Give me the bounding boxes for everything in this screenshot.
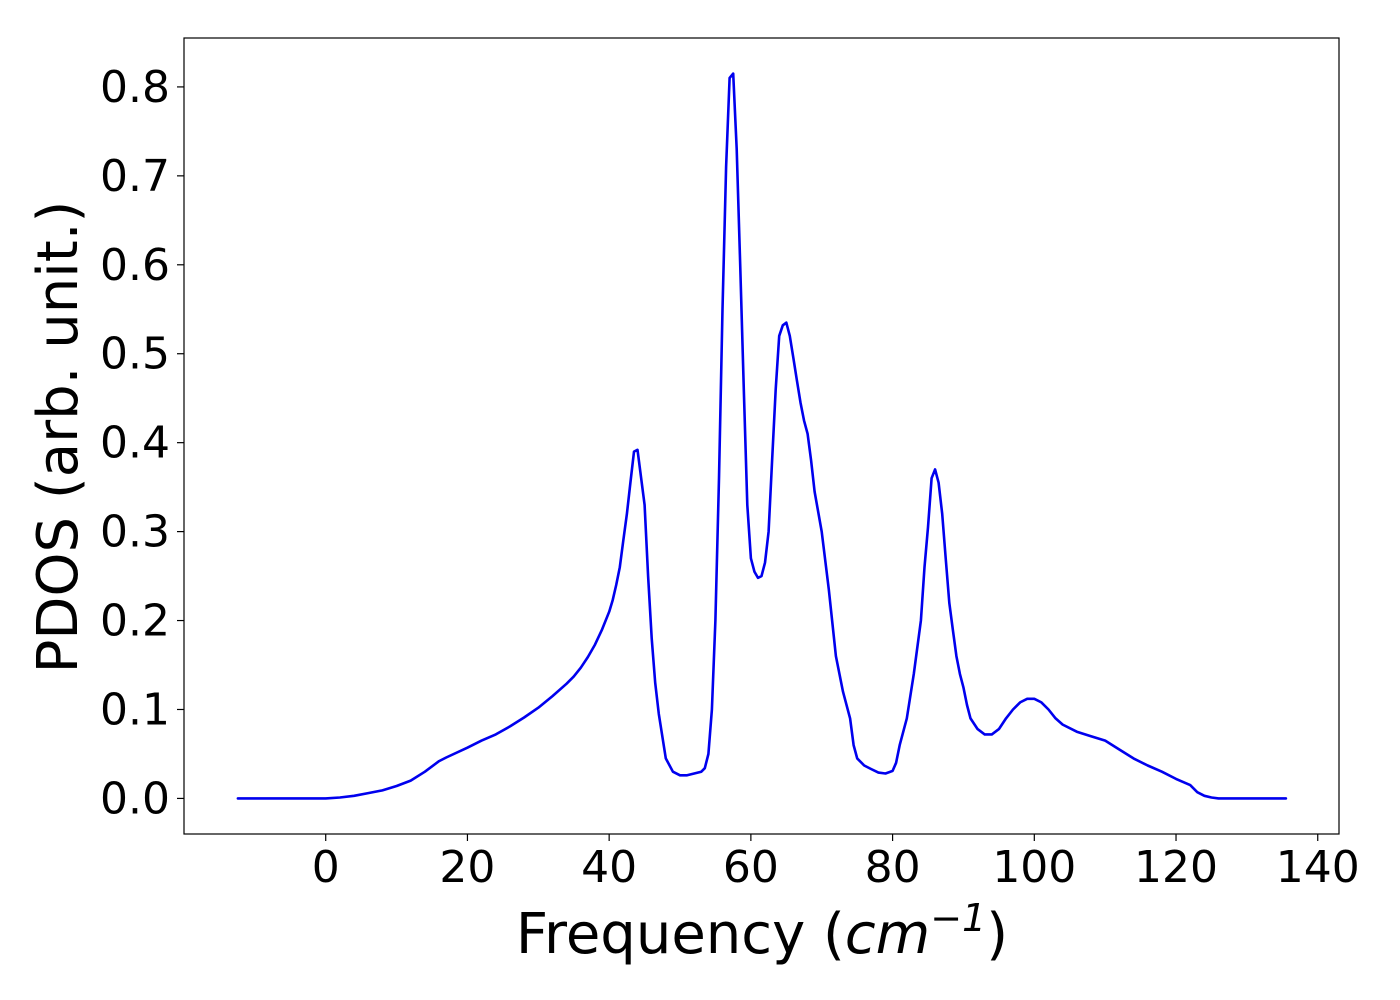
x-tick-label: 20: [439, 842, 495, 893]
x-axis-title-exponent: −1: [930, 896, 986, 940]
x-axis-title-close: ): [986, 902, 1008, 967]
x-tick-label: 140: [1276, 842, 1360, 893]
y-tick-label: 0.4: [100, 418, 170, 469]
x-tick-label: 120: [1134, 842, 1218, 893]
x-tick-label: 100: [992, 842, 1076, 893]
y-tick-label: 0.3: [100, 507, 170, 558]
y-tick-label: 0.2: [100, 596, 170, 647]
y-tick-label: 0.8: [100, 62, 170, 113]
y-tick-label: 0.7: [100, 151, 170, 202]
x-tick-label: 60: [723, 842, 779, 893]
plot-frame: [183, 37, 1340, 835]
y-axis-title: PDOS (arb. unit.): [26, 201, 91, 674]
y-tick-label: 0.6: [100, 240, 170, 291]
y-tick-label: 0.5: [100, 329, 170, 380]
pdos-series-line: [236, 72, 1288, 800]
series-layer: [236, 72, 1288, 800]
x-tick-label: 0: [312, 842, 340, 893]
x-axis-title: Frequency (cm−1): [516, 896, 1008, 967]
y-tick-label: 0.1: [100, 684, 170, 735]
x-axis-title-unit: cm: [845, 902, 930, 967]
y-axis: 0.0 0.1 0.2 0.3 0.4 0.5 0.6 0.7 0.8: [100, 62, 184, 824]
x-axis-title-main: Frequency (: [516, 902, 845, 967]
x-axis: 0 20 40 60 80 100 120 140: [312, 834, 1360, 893]
y-tick-label: 0.0: [100, 773, 170, 824]
x-tick-label: 80: [865, 842, 921, 893]
x-tick-label: 40: [581, 842, 637, 893]
